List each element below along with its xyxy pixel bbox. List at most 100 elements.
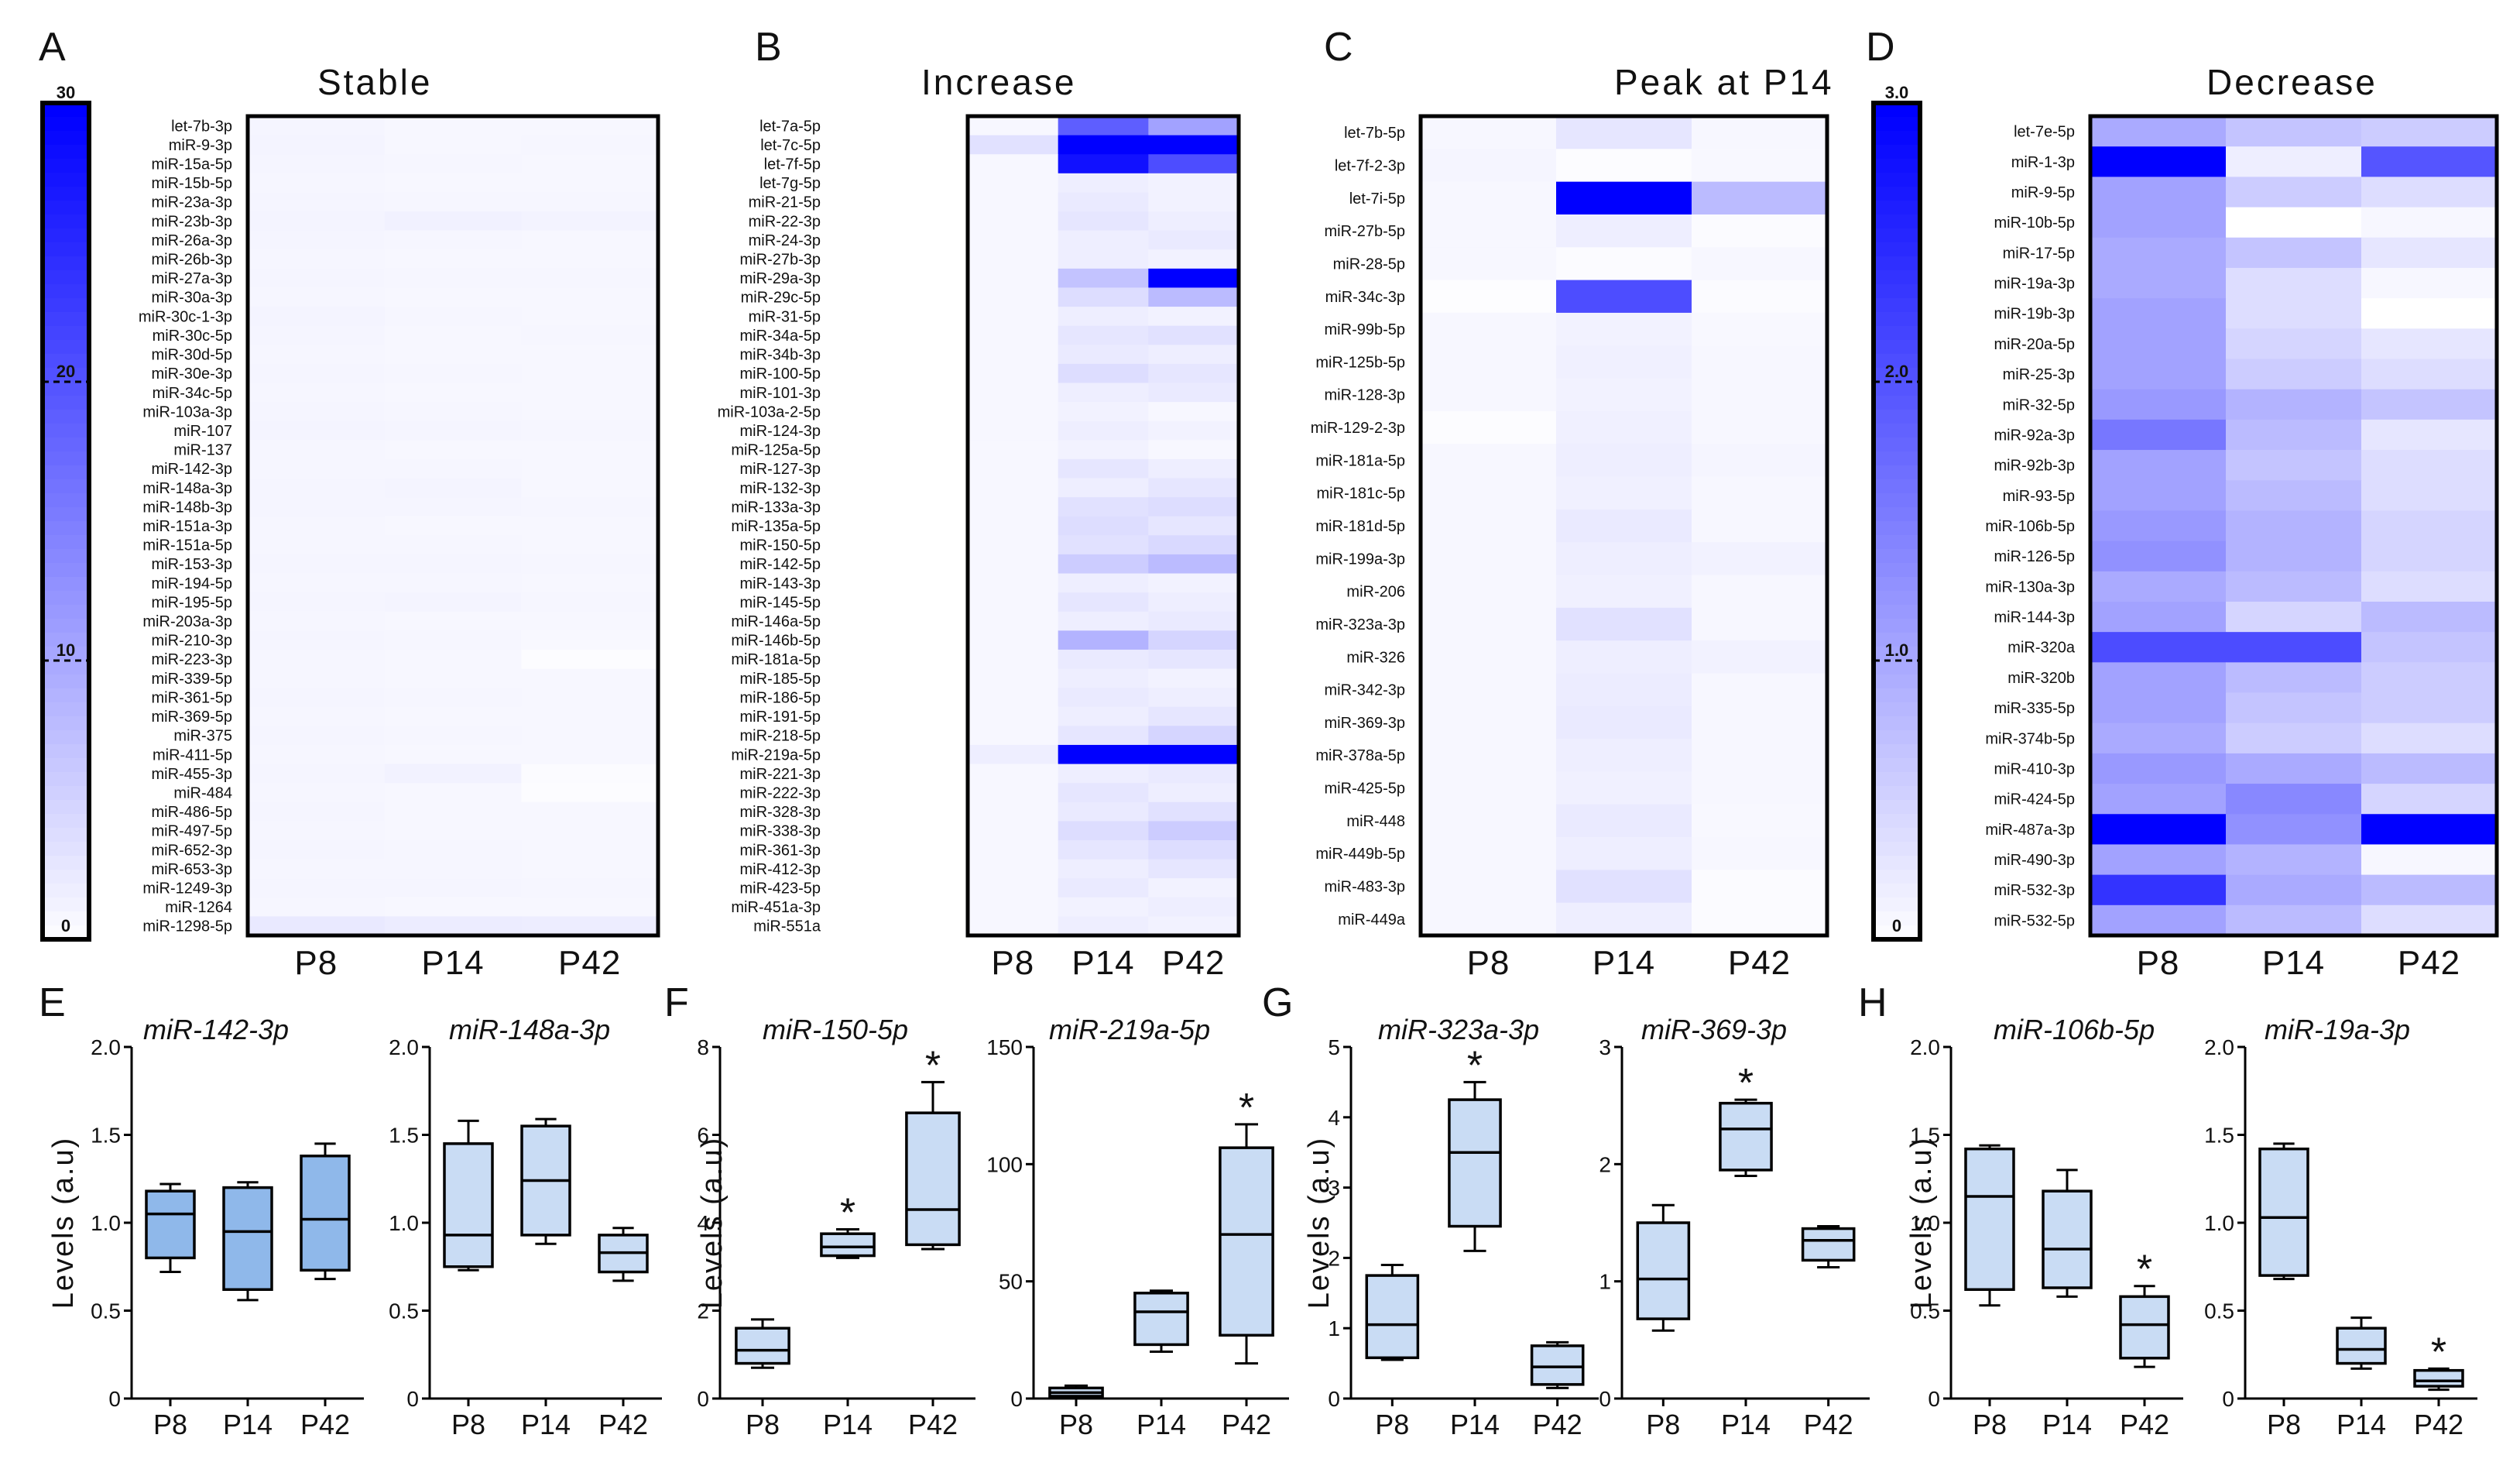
y-tick-label: 2 [1328, 1246, 1340, 1270]
heat-cell [384, 688, 522, 708]
colorbar-step [43, 312, 89, 327]
heat-cell [2226, 450, 2362, 481]
heat-cell [1421, 444, 1557, 478]
heat-cell [2090, 450, 2227, 481]
heat-cell [521, 783, 659, 803]
heat-cell [384, 859, 522, 879]
heat-cell [1148, 688, 1239, 708]
heat-row-label: miR-206 [1346, 584, 1405, 601]
colorbar-step [43, 786, 89, 801]
heat-cell [384, 878, 522, 898]
y-tick-label: 1.0 [1910, 1211, 1940, 1235]
heat-cell [248, 688, 386, 708]
heat-row-label: let-7e-5p [2014, 124, 2075, 141]
heat-cell [2361, 480, 2498, 512]
heat-cell [1058, 116, 1149, 136]
heat-cell [2226, 601, 2362, 633]
heat-cell [1148, 325, 1239, 345]
heat-cell [248, 363, 386, 384]
colorbar-step [43, 577, 89, 592]
boxplot-mir-219a-5p: 0 50 100 150 P8 P14 P42 * miR-219a-5p [986, 1014, 1289, 1440]
heat-cell [2226, 844, 2362, 876]
colorbar-step [1874, 647, 1920, 661]
heat-cell [521, 154, 659, 174]
heat-row-label: miR-34a-5p [740, 328, 821, 345]
heat-cell [2226, 722, 2362, 754]
heat-cell [2226, 177, 2362, 208]
heat-cell [384, 173, 522, 194]
heat-cell [248, 878, 386, 898]
colorbar-step [43, 368, 89, 383]
heat-row-label: miR-28-5p [1333, 256, 1405, 273]
colorbar-tick-label: 3.0 [1885, 83, 1909, 102]
heat-row-label: miR-411-5p [153, 747, 232, 764]
panel-letter-b: B [755, 25, 782, 70]
heat-row-label: miR-27b-5p [1325, 223, 1405, 240]
heat-cell [1058, 383, 1149, 403]
heat-cell [1148, 287, 1239, 307]
colorbar-step [1874, 438, 1920, 452]
heat-cell [968, 249, 1059, 269]
heat-cell [1148, 706, 1239, 726]
heat-cell [1421, 345, 1557, 379]
heat-cell [384, 230, 522, 250]
heat-cell [1692, 312, 1828, 346]
heat-cell [2090, 389, 2227, 420]
colorbar-step [43, 842, 89, 856]
heat-row-label: miR-361-5p [152, 689, 232, 706]
colorbar-step [1874, 633, 1920, 647]
heat-row-label: miR-25-3p [2003, 366, 2075, 383]
heat-cell [2226, 814, 2362, 846]
heat-cell [248, 307, 386, 327]
heat-cell [384, 726, 522, 746]
box-iqr [1448, 1098, 1502, 1228]
heat-row-label: miR-20a-5p [1994, 336, 2075, 353]
colorbar-step [43, 479, 89, 494]
box-iqr [2042, 1189, 2093, 1289]
heat-cell [1692, 771, 1828, 805]
heat-row-label: miR-93-5p [2003, 488, 2075, 505]
colorbar-step [1874, 368, 1920, 383]
heat-cell [521, 497, 659, 517]
colorbar-step [43, 716, 89, 731]
heat-cell [384, 135, 522, 155]
heatmap-a: let-7b-3p miR-9-3p miR-15a-5p miR-15b-5p miR… [139, 62, 660, 982]
x-tick-label: P42 [1804, 1409, 1853, 1440]
heat-cell [521, 688, 659, 708]
heat-row-label: miR-30c-1-3p [139, 308, 232, 325]
colorbar-step [43, 758, 89, 773]
heat-row-label: miR-135a-5p [731, 518, 821, 535]
heat-cell [2090, 814, 2227, 846]
heat-cell [2090, 267, 2227, 299]
heat-cell [1058, 249, 1149, 269]
heat-cell [1421, 640, 1557, 674]
heat-cell [1148, 573, 1239, 593]
significance-star: * [2137, 1248, 2152, 1292]
heat-cell [1421, 247, 1557, 281]
heat-cell [968, 744, 1059, 765]
heat-cell [1148, 192, 1239, 212]
colorbar-a: 30 20 10 0 [40, 83, 91, 942]
heat-row-label: miR-9-5p [2011, 184, 2075, 201]
boxplot-mir-148a-3p: 0 0.5 1.0 1.5 2.0 P8 P14 P42 miR-148a-3p [389, 1014, 662, 1440]
x-tick-label: P8 [2267, 1409, 2301, 1440]
y-axis-label: Levels (a.u) [47, 1137, 80, 1309]
heat-cell [2361, 571, 2498, 602]
heat-cell [1556, 640, 1692, 674]
heat-cell [248, 554, 386, 575]
heat-cell [248, 135, 386, 155]
significance-star: * [840, 1191, 855, 1236]
heat-cell [968, 516, 1059, 536]
heat-row-label: miR-9-3p [169, 137, 232, 154]
colorbar-step [1874, 828, 1920, 843]
heat-row-label: miR-107 [173, 423, 232, 440]
heat-row-label: miR-30a-3p [152, 290, 232, 307]
heat-cell [1421, 804, 1557, 838]
heat-cell [248, 325, 386, 345]
colorbar-step [43, 382, 89, 396]
heat-row-label: miR-19b-3p [1994, 306, 2075, 323]
heat-cell [521, 726, 659, 746]
heat-cell [248, 821, 386, 841]
heat-row-label: miR-451a-3p [731, 899, 821, 916]
colorbar-step [1874, 145, 1920, 160]
